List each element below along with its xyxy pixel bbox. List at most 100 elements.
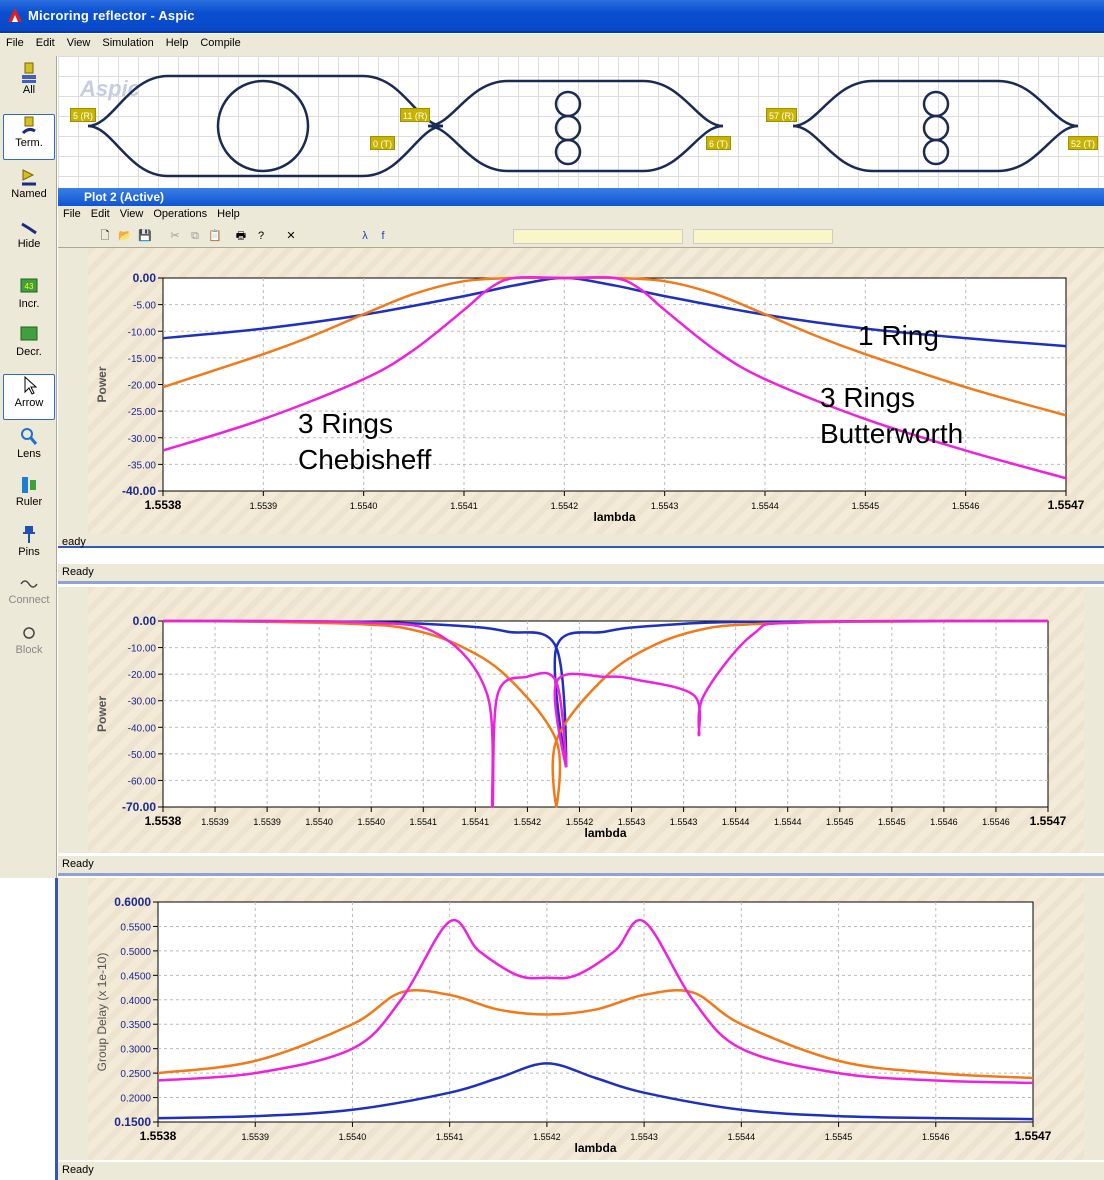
tool-ruler[interactable]: Ruler (3, 474, 55, 518)
port-52-t[interactable]: 52 (T) (1068, 136, 1099, 150)
cut-icon[interactable]: ✂ (170, 230, 180, 242)
series-butterworth (163, 619, 1048, 808)
y-tick-label: -25.00 (128, 407, 157, 418)
x-tick-label: 1.5541 (450, 501, 478, 511)
toolbar-field-1[interactable] (513, 229, 683, 244)
cursor-cross-icon[interactable]: ✕ (286, 230, 296, 242)
tool-incr[interactable]: 43 Incr. (3, 276, 55, 318)
save-icon[interactable]: 💾 (138, 230, 152, 242)
menu-help[interactable]: Help (165, 37, 189, 49)
menu-edit[interactable]: Edit (35, 37, 55, 49)
y-tick-label: -15.00 (128, 354, 157, 365)
paste-icon[interactable]: 📋 (208, 230, 222, 242)
port-0-t[interactable]: 0 (T) (370, 136, 395, 150)
x-tick-label: 1.5544 (722, 817, 750, 827)
y-axis-title: Group Delay (x 1e-10) (95, 953, 109, 1072)
power-chart-2: 0.00 -10.00 -20.00 -30.00 -40.00 -50.00 -60.00… (95, 614, 1067, 840)
tool-block[interactable]: Block (3, 622, 55, 662)
x-axis-title: lambda (593, 510, 635, 524)
hide-icon (21, 222, 37, 235)
plot-menu-operations[interactable]: Operations (153, 208, 208, 220)
schematic-drawing: Aspic (79, 74, 1079, 178)
terminal-icon (21, 116, 36, 135)
menu-file[interactable]: File (6, 37, 24, 49)
single-ring-circuit (87, 74, 444, 178)
x-tick-label: 1.5545 (826, 817, 854, 827)
y-tick-label: -30.00 (128, 434, 157, 445)
named-icon (22, 169, 36, 186)
plot3-right-toolstrip (1084, 878, 1104, 1160)
plot3-panel: 0.6000 0.5500 0.5000 0.4500 0.4000 0.3500 0.30… (88, 878, 1084, 1160)
x-tick-label: 1.5540 (339, 1132, 367, 1142)
block-icon (23, 627, 35, 639)
tool-pins[interactable]: Pins (3, 524, 55, 564)
x-tick-label: 1.5544 (728, 1132, 756, 1142)
tool-arrow[interactable]: Arrow (3, 374, 55, 420)
tool-hide[interactable]: Hide (3, 216, 55, 262)
series-chebisheff (163, 276, 1066, 480)
x-tick-label: 1.5539 (250, 501, 278, 511)
x-tick-label: 1.5539 (253, 817, 281, 827)
tool-lens[interactable]: Lens (3, 426, 55, 470)
connect-icon (20, 580, 38, 588)
label-chebisheff-line1: 3 Rings (298, 408, 393, 439)
power-chart-1: 0.00 -5.00 -10.00 -15.00 -20.00 -25.00 -30.00 -… (95, 271, 1085, 524)
aspic-watermark: Aspic (79, 76, 140, 101)
plot-menu-help[interactable]: Help (217, 208, 240, 220)
series-one_ring (163, 276, 1066, 348)
x-tick-label: 1.5547 (1048, 498, 1085, 512)
x-tick-label: 1.5538 (145, 814, 182, 828)
plot-menu-file[interactable]: File (63, 208, 81, 220)
y-tick-label: -5.00 (133, 301, 156, 312)
frequency-icon[interactable]: f (381, 230, 385, 242)
x-tick-label: 1.5543 (630, 1132, 658, 1142)
port-11-r[interactable]: 11 (R) (400, 108, 431, 122)
menu-view[interactable]: View (66, 37, 91, 49)
x-tick-label: 1.5545 (825, 1132, 853, 1142)
plot-area (162, 620, 1049, 808)
x-tick-label: 1.5538 (140, 1129, 177, 1143)
tool-connect[interactable]: Connect (3, 572, 55, 612)
menu-compile[interactable]: Compile (200, 37, 241, 49)
x-tick-label: 1.5541 (410, 817, 438, 827)
plot-menu-view[interactable]: View (119, 208, 144, 220)
aspic-logo-icon (8, 8, 22, 22)
y-tick-label: -50.00 (128, 750, 157, 761)
help-icon[interactable]: ? (257, 230, 265, 242)
y-tick-label: 0.00 (133, 271, 157, 285)
pin-icon (23, 526, 35, 543)
port-57-r[interactable]: 57 (R) (766, 108, 798, 122)
left-blank-area (0, 878, 58, 1180)
lens-icon (21, 428, 38, 445)
tool-named[interactable]: Named (3, 166, 55, 212)
tool-term[interactable]: Term. (3, 114, 55, 160)
plot-menu-bar: File Edit View Operations Help (58, 206, 1104, 226)
status-bar-2: Ready (58, 564, 1104, 584)
x-tick-label: 1.5543 (618, 817, 646, 827)
y-tick-label: 0.2500 (120, 1069, 151, 1080)
port-5-r[interactable]: 5 (R) (70, 108, 96, 122)
x-tick-label: 1.5544 (751, 501, 779, 511)
menu-simulation[interactable]: Simulation (102, 37, 154, 49)
y-tick-label: -70.00 (122, 800, 156, 814)
print-icon[interactable]: 🖶 (235, 230, 247, 242)
x-tick-label: 1.5540 (305, 817, 333, 827)
x-tick-label: 1.5540 (357, 817, 385, 827)
y-tick-label: 0.3500 (120, 1020, 151, 1031)
plot-menu-edit[interactable]: Edit (90, 208, 110, 220)
toolbar-field-2[interactable] (693, 229, 833, 244)
arrow-cursor-icon (24, 375, 38, 395)
lambda-icon[interactable]: λ (362, 230, 368, 242)
new-file-icon[interactable]: 🗋 (100, 230, 110, 242)
x-tick-label: 1.5541 (436, 1132, 464, 1142)
open-folder-icon[interactable]: 📂 (118, 230, 132, 242)
copy-icon[interactable]: ⧉ (191, 230, 199, 242)
plot1-panel: 0.00 -5.00 -10.00 -15.00 -20.00 -25.00 -30.00 -… (88, 248, 1104, 534)
x-tick-label: 1.5546 (982, 817, 1010, 827)
tool-all[interactable]: All (3, 62, 55, 112)
port-6-t[interactable]: 6 (T) (706, 136, 731, 150)
schematic-canvas[interactable]: Aspic 5 (R) 0 (T) 11 (R) 6 (T) 57 (R) 52… (58, 56, 1104, 188)
x-tick-label: 1.5545 (878, 817, 906, 827)
x-tick-label: 1.5547 (1030, 814, 1067, 828)
tool-decr[interactable]: Decr. (3, 324, 55, 366)
